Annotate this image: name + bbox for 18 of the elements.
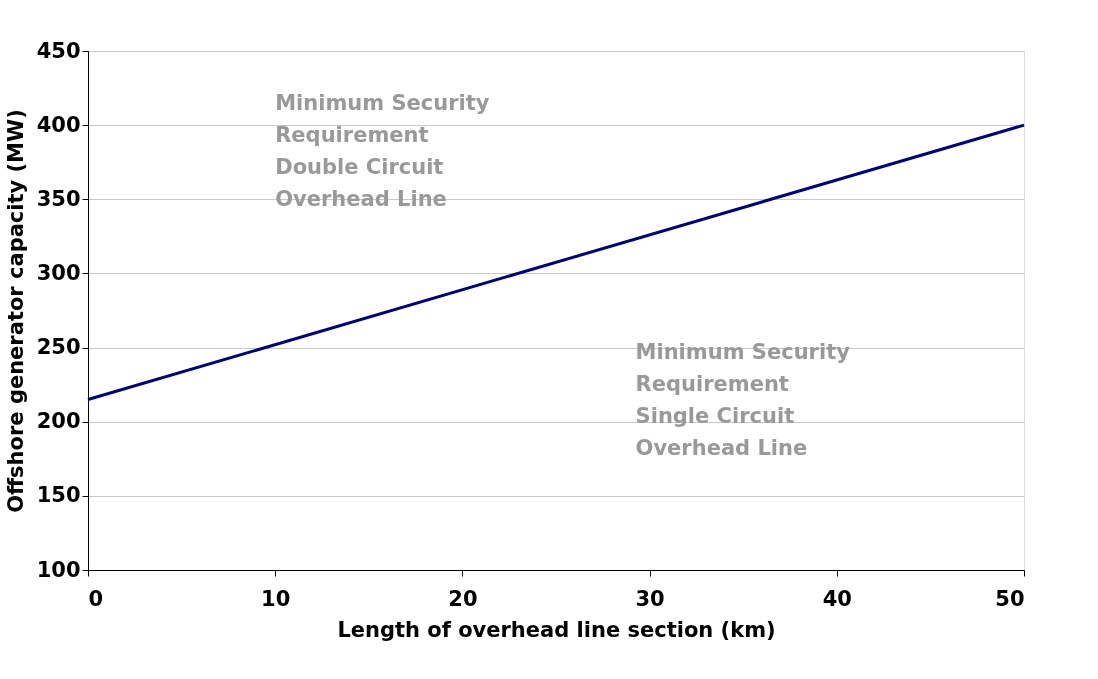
x-axis-title: Length of overhead line section (km)	[337, 617, 776, 642]
y-tick-label: 100	[36, 557, 81, 582]
y-tick-label: 350	[36, 186, 81, 211]
y-tick-label: 250	[36, 335, 81, 360]
y-tick-label: 400	[36, 112, 81, 137]
y-tick-label: 300	[36, 260, 81, 285]
y-tick-label: 150	[36, 483, 81, 508]
x-tick-label: 40	[822, 586, 852, 611]
y-tick-label: 200	[36, 409, 81, 434]
y-tick-label: 450	[36, 38, 81, 63]
x-tick-label: 0	[88, 586, 104, 611]
annotation: Minimum Security Requirement Single Circuit Overhead Line	[635, 339, 851, 460]
x-tick-label: 50	[995, 586, 1025, 611]
x-tick-label: 10	[261, 586, 291, 611]
annotation: Minimum Security Requirement Double Circuit Overhead Line	[275, 90, 490, 211]
y-axis-title: Offshore generator capacity (MW)	[3, 109, 28, 513]
x-tick-label: 20	[448, 586, 478, 611]
x-tick-label: 30	[635, 586, 665, 611]
